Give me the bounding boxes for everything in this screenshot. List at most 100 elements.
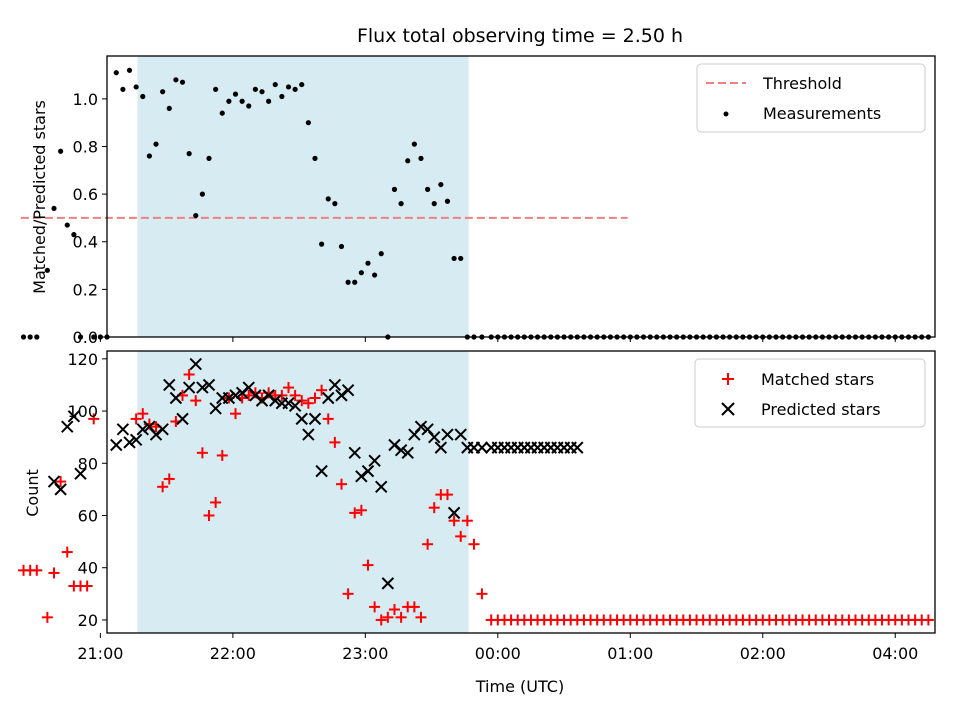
- x-tick-label: 01:00: [607, 644, 653, 663]
- predicted-star-point: [295, 412, 308, 426]
- predicted-star-point: [176, 412, 189, 426]
- matched-star-point: [48, 567, 60, 579]
- predicted-star-point: [156, 423, 169, 436]
- predicted-star-point: [61, 420, 74, 433]
- matched-star-point: [441, 489, 453, 501]
- x-tick-label: 02:00: [740, 644, 786, 663]
- chart-title: Flux total observing time = 2.50 h: [357, 25, 683, 47]
- matched-star-point: [461, 515, 473, 527]
- x-tick-label: 00:00: [475, 644, 521, 663]
- measurement-point: [325, 196, 331, 202]
- y-tick-label: 40: [78, 559, 98, 578]
- measurement-point: [259, 89, 265, 95]
- predicted-star-point: [315, 464, 328, 478]
- measurement-point: [391, 186, 398, 192]
- measurement-point: [438, 181, 444, 188]
- predicted-star-point: [196, 381, 209, 394]
- measurement-point: [213, 86, 219, 92]
- matched-star-point: [289, 389, 301, 401]
- predicted-star-point: [447, 506, 461, 520]
- predicted-star-point: [116, 423, 130, 436]
- matched-star-point: [422, 538, 434, 550]
- legend-matched-label: Matched stars: [761, 370, 874, 389]
- matched-star-point: [455, 530, 467, 542]
- matched-star-point: [468, 538, 480, 550]
- matched-star-point: [183, 369, 195, 380]
- y-tick-label: 20: [78, 611, 98, 630]
- measurement-point: [458, 255, 464, 262]
- measurement-point: [64, 222, 70, 228]
- measurement-point: [113, 70, 119, 76]
- measurement-point: [58, 148, 64, 154]
- measurement-point: [285, 84, 292, 90]
- measurement-point: [378, 251, 384, 257]
- measurement-point: [444, 198, 451, 204]
- bottom-legend-box: [694, 358, 926, 428]
- y-tick-label: 0.4: [73, 233, 98, 252]
- predicted-star-point: [328, 378, 342, 392]
- measurement-point: [252, 86, 258, 92]
- predicted-star-point: [454, 428, 467, 441]
- legend-matched-swatch: [722, 373, 734, 385]
- measurement-point: [77, 334, 84, 340]
- y-tick-label: 60: [78, 507, 98, 526]
- top-legend: Threshold Measurements: [696, 63, 926, 133]
- predicted-star-point: [368, 454, 381, 467]
- measurement-point: [146, 153, 152, 159]
- matched-star-point: [137, 408, 149, 420]
- matched-star-point: [476, 588, 488, 600]
- measurement-point: [411, 141, 417, 147]
- measurement-point: [199, 191, 205, 197]
- matched-star-point: [355, 504, 367, 516]
- predicted-star-point: [189, 357, 202, 371]
- legend-measurement-swatch: [723, 111, 729, 117]
- matched-star-point: [342, 588, 354, 600]
- measurement-point: [398, 201, 404, 207]
- matched-star-point: [349, 507, 361, 519]
- legend-predicted-label: Predicted stars: [761, 400, 881, 419]
- predicted-star-point: [414, 420, 428, 433]
- matched-star-point: [276, 389, 288, 401]
- measurement-point: [305, 120, 311, 126]
- measurement-point: [338, 243, 345, 250]
- predicted-star-point: [282, 397, 295, 410]
- x-axis-label: Time (UTC): [475, 677, 564, 696]
- measurement-point: [91, 334, 97, 340]
- matched-star-point: [296, 395, 308, 407]
- matched-star-point: [282, 382, 294, 394]
- predicted-star-point: [222, 391, 236, 405]
- predicted-star-point: [401, 446, 414, 460]
- measurement-point: [140, 93, 146, 100]
- matched-star-point: [309, 392, 321, 404]
- predicted-star-point: [288, 399, 302, 413]
- measurement-point: [312, 155, 318, 161]
- matched-star-point: [203, 510, 215, 521]
- predicted-star-point: [571, 441, 584, 454]
- y-tick-label: 0.2: [73, 280, 98, 299]
- predicted-star-point: [308, 412, 322, 426]
- measurement-point: [266, 98, 272, 104]
- predicted-star-point: [375, 480, 388, 493]
- top-axes-frame: [106, 55, 936, 338]
- matched-star-point: [210, 496, 222, 508]
- predicted-star-point: [269, 394, 282, 407]
- x-tick-label: 04:00: [872, 644, 918, 663]
- matched-star-point: [329, 436, 341, 448]
- measurement-point: [173, 77, 179, 83]
- matched-star-point: [163, 473, 175, 485]
- matched-star-point: [216, 449, 228, 461]
- y-tick-label: 0.6: [73, 185, 98, 204]
- measurement-point: [292, 86, 298, 92]
- matched-star-point: [316, 384, 328, 396]
- measurement-point: [179, 79, 186, 85]
- measurement-point: [71, 232, 77, 238]
- measurement-point: [352, 279, 358, 285]
- measurement-point: [206, 155, 212, 161]
- matched-star-point: [922, 614, 934, 626]
- predicted-star-point: [123, 436, 136, 449]
- predicted-star-point: [434, 441, 448, 454]
- matched-star-point: [88, 413, 100, 425]
- predicted-star-point: [394, 444, 408, 457]
- measurement-point: [319, 241, 325, 247]
